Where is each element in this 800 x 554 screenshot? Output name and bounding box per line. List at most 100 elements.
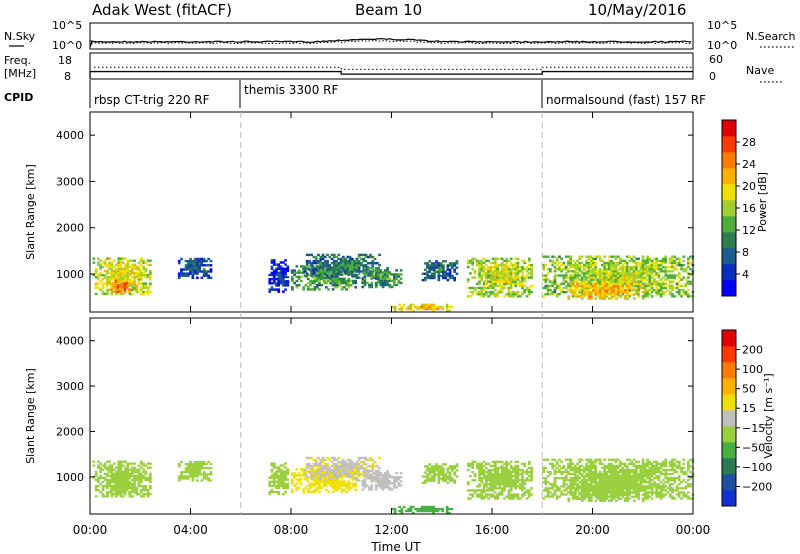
power-echo-cell (430, 268, 434, 271)
velocity-echo-cell (146, 495, 150, 498)
power-echo-cell (662, 280, 665, 283)
velocity-echo-cell (630, 481, 634, 484)
power-echo-cell (135, 284, 139, 287)
velocity-echo-cell (286, 468, 290, 471)
velocity-echo-cell (305, 467, 309, 470)
power-echo-cell (494, 282, 497, 285)
power-echo-cell (374, 277, 378, 280)
power-echo-cell (180, 272, 183, 275)
velocity-echo-cell (583, 483, 586, 486)
velocity-echo-cell (337, 469, 341, 472)
power-echo-cell (657, 268, 661, 271)
velocity-echo-cell (507, 462, 511, 465)
velocity-echo-cell (580, 479, 584, 482)
power-echo-cell (512, 272, 515, 275)
noise-panel: N.Sky 10^5 10^0 10^5 10^0 N.Search (4, 19, 796, 52)
power-echo-cell (657, 282, 661, 285)
power-echo-cell (633, 297, 636, 300)
power-echo-cell (509, 270, 513, 273)
velocity-echo-cell (205, 473, 208, 476)
power-echo-cell (500, 284, 504, 288)
power-echo-cell (562, 290, 566, 294)
velocity-echo-cell (653, 466, 656, 470)
power-echo-cell (126, 267, 130, 271)
velocity-echo-cell (478, 468, 481, 472)
power-echo-cell (507, 278, 511, 281)
power-echo-cell (455, 272, 459, 275)
power-echo-cell (621, 272, 625, 275)
power-echo-cell (596, 255, 600, 258)
power-echo-cell (466, 278, 470, 281)
power-echo-cell (491, 290, 495, 294)
power-echo-cell (592, 282, 595, 285)
power-echo-cell (453, 264, 456, 267)
power-echo-cell (567, 255, 570, 258)
power-echo-cell (612, 274, 615, 277)
power-echo-cell (108, 280, 111, 283)
velocity-echo-cell (444, 477, 447, 480)
velocity-echo-cell (494, 497, 497, 500)
power-echo-cell (146, 290, 150, 294)
velocity-echo-cell (551, 483, 554, 486)
velocity-echo-cell (482, 491, 486, 494)
power-echo-cell (284, 280, 287, 283)
velocity-echo-cell (146, 491, 150, 494)
power-echo-cell (146, 288, 150, 291)
velocity-echo-cell (635, 487, 638, 490)
velocity-echo-cell (612, 466, 615, 470)
power-echo-cell (544, 255, 548, 258)
velocity-echo-cell (121, 476, 125, 480)
velocity-echo-cell (322, 482, 326, 485)
power-echo-cell (480, 263, 484, 267)
velocity-echo-cell (319, 460, 323, 464)
power-echo-cell (135, 286, 139, 289)
power-echo-cell (625, 270, 629, 273)
velocity-echo-cell (648, 460, 652, 463)
power-echo-cell (198, 268, 201, 271)
velocity-echo-cell (126, 474, 130, 478)
power-echo-cell (621, 268, 625, 271)
power-echo-cell (338, 277, 342, 281)
power-echo-cell (351, 262, 354, 265)
power-echo-cell (542, 278, 545, 281)
power-echo-cell (562, 280, 566, 283)
power-echo-cell (275, 267, 278, 270)
power-echo-cell (442, 268, 445, 271)
power-echo-cell (135, 267, 139, 271)
power-echo-cell (309, 281, 312, 285)
power-echo-cell (331, 279, 335, 283)
power-echo-cell (323, 255, 327, 259)
power-echo-cell (650, 259, 654, 263)
velocity-echo-cell (128, 482, 131, 485)
velocity-echo-cell (128, 495, 132, 498)
power-echo-cell (312, 262, 316, 265)
velocity-echo-cell (612, 470, 615, 474)
velocity-echo-cell (423, 471, 427, 474)
velocity-echo-cell (505, 464, 508, 468)
power-echo-cell (371, 262, 375, 265)
velocity-echo-cell (567, 479, 570, 482)
velocity-echo-cell (478, 479, 481, 482)
velocity-echo-cell (207, 473, 210, 476)
velocity-echo-cell (312, 475, 316, 478)
velocity-echo-cell (666, 472, 670, 476)
velocity-echo-cell (551, 487, 554, 490)
power-echo-cell (578, 290, 582, 294)
power-echo-cell (337, 272, 341, 275)
velocity-echo-cell (101, 480, 105, 484)
power-echo-cell (326, 268, 329, 271)
velocity-echo-cell (291, 488, 294, 491)
power-echo-cell (207, 264, 210, 267)
power-echo-cell (630, 289, 634, 292)
velocity-echo-cell (272, 476, 276, 479)
velocity-echo-cell (92, 460, 96, 463)
velocity-echo-cell (308, 465, 311, 468)
power-echo-cell (363, 267, 367, 270)
velocity-echo-cell (576, 479, 579, 482)
power-echo-cell (628, 295, 631, 298)
power-echo-cell (393, 309, 397, 313)
power-echo-cell (641, 268, 645, 271)
power-echo-cell (365, 273, 369, 276)
power-echo-cell (576, 282, 580, 286)
velocity-echo-cell (657, 468, 661, 472)
